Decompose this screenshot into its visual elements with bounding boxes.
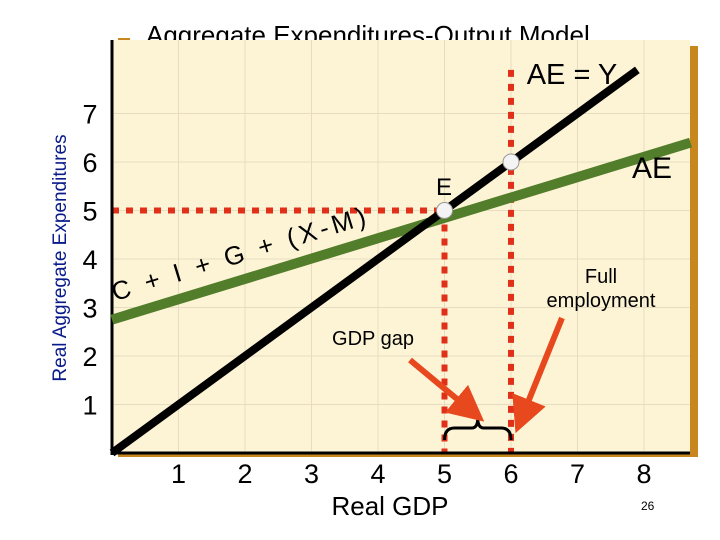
y-tick-label: 5 bbox=[82, 197, 97, 227]
y-tick-label: 4 bbox=[82, 245, 97, 275]
x-tick-label: 5 bbox=[437, 459, 452, 489]
x-tick-label: 2 bbox=[237, 459, 252, 489]
x-tick-label: 6 bbox=[503, 459, 518, 489]
ae-label: AE bbox=[632, 152, 672, 185]
x-tick-label: 1 bbox=[171, 459, 186, 489]
equilibrium-point bbox=[436, 202, 453, 219]
ae-equals-y-line bbox=[109, 66, 640, 457]
x-axis-label: Real GDP bbox=[331, 491, 448, 521]
x-tick-label: 8 bbox=[636, 459, 651, 489]
y-tick-label: 7 bbox=[82, 100, 97, 130]
x-tick-label: 3 bbox=[304, 459, 319, 489]
ae-equals-y-label: AE = Y bbox=[527, 59, 618, 91]
y-tick-label: 6 bbox=[82, 148, 97, 178]
y-tick-label: 3 bbox=[82, 294, 97, 324]
page-number: 26 bbox=[641, 499, 655, 513]
full-employment-label-line2: employment bbox=[547, 290, 656, 312]
equilibrium-label: E bbox=[436, 174, 452, 201]
gdp-gap-label: GDP gap bbox=[332, 328, 414, 350]
full-employment-arrow bbox=[512, 316, 565, 434]
ae-line bbox=[110, 137, 693, 325]
x-tick-label: 4 bbox=[370, 459, 385, 489]
y-tick-label: 1 bbox=[82, 391, 97, 421]
full-employment-label-line1: Full bbox=[585, 266, 617, 288]
y-tick-label: 2 bbox=[82, 342, 97, 372]
full-employment-point bbox=[502, 153, 520, 171]
gdp-gap-arrow bbox=[408, 357, 485, 422]
x-tick-label: 7 bbox=[570, 459, 585, 489]
